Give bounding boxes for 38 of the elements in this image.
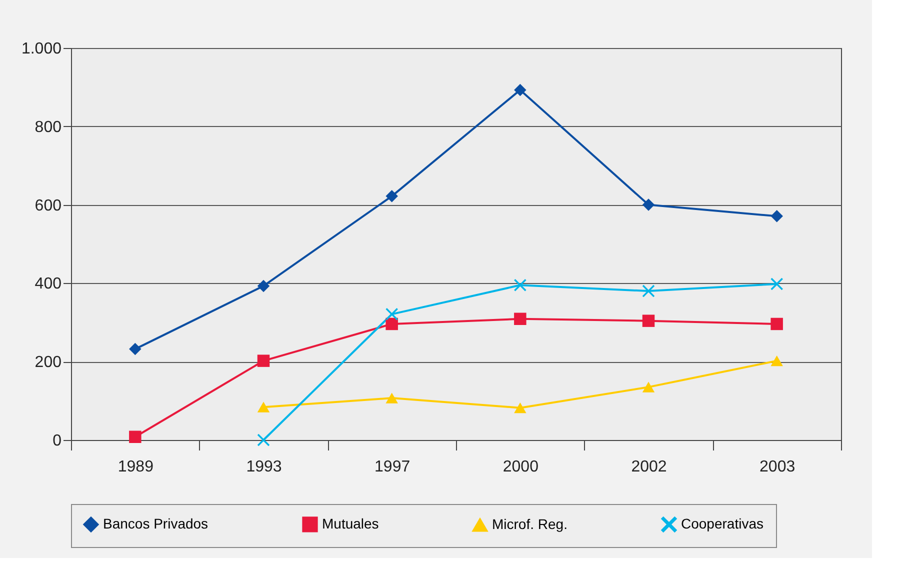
point — [514, 279, 526, 292]
point — [129, 342, 142, 356]
legend-label: Cooperativas — [681, 515, 764, 532]
x-tick-label: 1997 — [374, 458, 410, 476]
point — [386, 318, 398, 330]
point — [257, 354, 270, 367]
point — [770, 356, 783, 366]
y-tick-label: 1.000 — [21, 40, 62, 58]
point — [514, 402, 526, 414]
x-tick-label: 2000 — [502, 458, 539, 476]
point — [257, 402, 270, 412]
y-tick-label: 400 — [34, 276, 62, 293]
x-tick-label: 1989 — [118, 458, 154, 476]
point — [514, 312, 526, 325]
point — [770, 278, 783, 290]
point — [642, 382, 655, 392]
x-tick-label: 2002 — [631, 458, 667, 476]
point — [514, 84, 526, 96]
legend-label: Mutuales — [322, 515, 379, 532]
point — [257, 280, 270, 292]
point — [642, 198, 655, 211]
point — [386, 392, 398, 404]
x-tick-label: 2003 — [760, 458, 796, 476]
point — [257, 434, 270, 446]
x-tick-label: 1993 — [246, 458, 282, 476]
point — [129, 430, 142, 443]
point — [386, 190, 398, 202]
legend-label: Microf. Reg. — [492, 516, 568, 532]
y-tick-label: 200 — [34, 354, 62, 372]
y-tick-label: 0 — [52, 432, 62, 450]
point — [770, 210, 783, 222]
point — [642, 284, 655, 298]
point — [386, 308, 398, 320]
y-tick-label: 600 — [34, 197, 62, 214]
point — [770, 318, 783, 330]
point — [642, 314, 655, 327]
y-tick-label: 800 — [34, 118, 62, 136]
legend-label: Bancos Privados — [103, 515, 208, 532]
